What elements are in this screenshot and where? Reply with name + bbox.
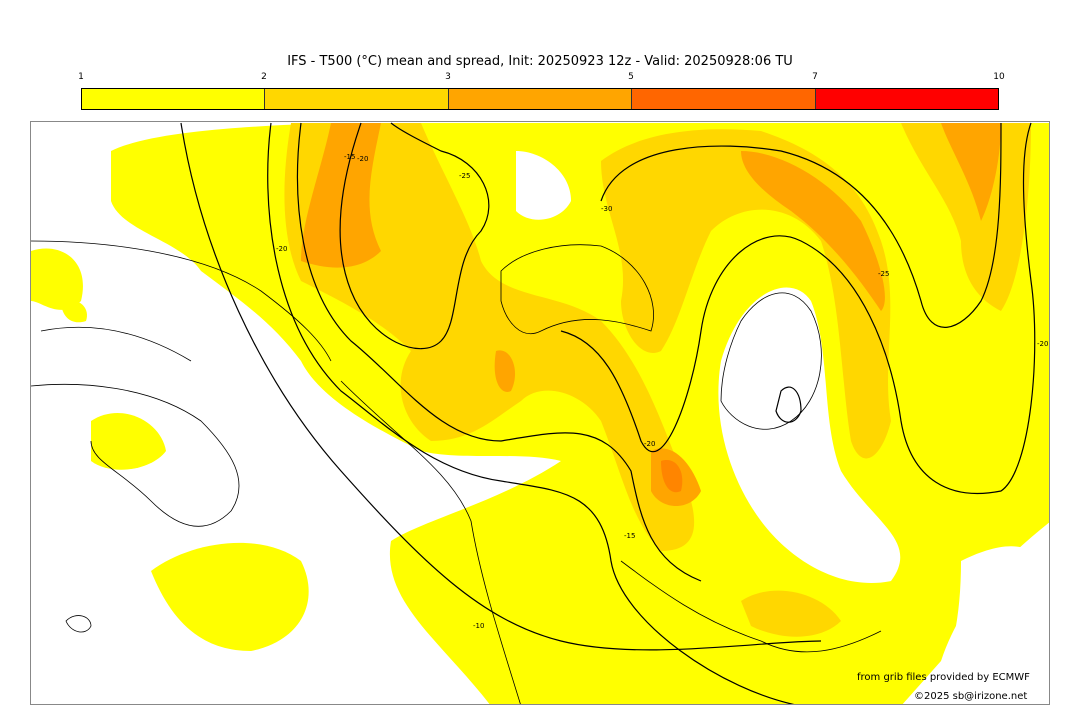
copyright-credit: ©2025 sb@irizone.net (914, 691, 1028, 702)
colorbar-swatch (82, 89, 266, 109)
contour-label: -20 (276, 245, 287, 253)
contour-label: -25 (459, 172, 470, 180)
contour-label: -15 (624, 532, 635, 540)
contour-label: -15 (344, 153, 355, 161)
contour-label: -20 (357, 155, 368, 163)
colorbar-tick: 7 (812, 72, 818, 82)
spread-darkorange (661, 460, 683, 493)
contour-label: -20 (1037, 340, 1048, 348)
colorbar-tick: 3 (445, 72, 451, 82)
source-credit: from grib files provided by ECMWF (857, 672, 1030, 683)
colorbar-swatch (632, 89, 816, 109)
coastlines (31, 240, 882, 704)
colorbar-tick: 5 (628, 72, 634, 82)
contours (180, 122, 1036, 704)
contour-label: -20 (644, 440, 655, 448)
map-title: IFS - T500 (°C) mean and spread, Init: 2… (287, 54, 793, 69)
contour-label: -25 (878, 270, 889, 278)
colorbar-swatch (815, 89, 999, 109)
colorbar-swatch (265, 89, 449, 109)
colorbar-tick: 1 (78, 72, 84, 82)
colorbar (81, 88, 999, 110)
weather-map: -15 -20 -25 -30 -25 -20 -15 -10 -20 -20 (30, 121, 1050, 705)
contour-label: -10 (473, 622, 484, 630)
colorbar-tick: 2 (261, 72, 267, 82)
colorbar-swatch (448, 89, 633, 109)
colorbar-tick: 10 (993, 72, 1005, 82)
contour-label: -30 (601, 205, 612, 213)
contour-labels: -15 -20 -25 -30 -25 -20 -15 -10 -20 -20 (276, 153, 1048, 630)
map-white-areas (516, 151, 1049, 704)
